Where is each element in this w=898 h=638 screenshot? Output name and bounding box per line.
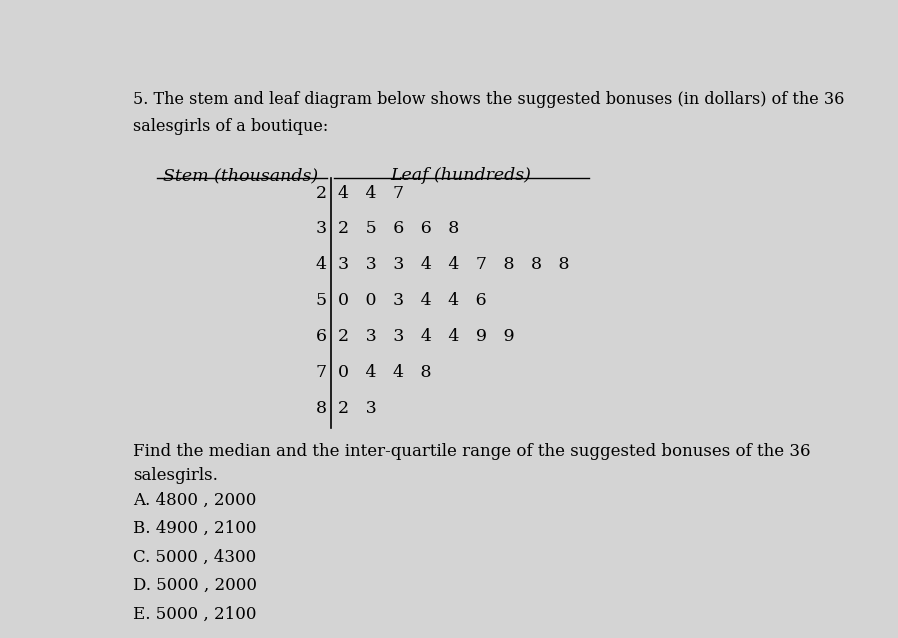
Text: B. 4900 , 2100: B. 4900 , 2100 bbox=[133, 520, 257, 537]
Text: A. 4800 , 2000: A. 4800 , 2000 bbox=[133, 492, 257, 508]
Text: 2   3   3   4   4   9   9: 2 3 3 4 4 9 9 bbox=[339, 328, 515, 345]
Text: salesgirls of a boutique:: salesgirls of a boutique: bbox=[133, 118, 329, 135]
Text: Leaf (hundreds): Leaf (hundreds) bbox=[390, 167, 531, 184]
Text: 2   5   6   6   8: 2 5 6 6 8 bbox=[339, 221, 460, 237]
Text: Stem (thousands): Stem (thousands) bbox=[163, 167, 319, 184]
Text: 0   4   4   8: 0 4 4 8 bbox=[339, 364, 432, 381]
Text: 4: 4 bbox=[315, 256, 327, 273]
Text: 5: 5 bbox=[315, 292, 327, 309]
Text: 5. The stem and leaf diagram below shows the suggested bonuses (in dollars) of t: 5. The stem and leaf diagram below shows… bbox=[133, 91, 844, 108]
Text: 3: 3 bbox=[315, 221, 327, 237]
Text: 8: 8 bbox=[315, 400, 327, 417]
Text: 7: 7 bbox=[315, 364, 327, 381]
Text: E. 5000 , 2100: E. 5000 , 2100 bbox=[133, 605, 257, 623]
Text: D. 5000 , 2000: D. 5000 , 2000 bbox=[133, 577, 257, 594]
Text: 2: 2 bbox=[315, 184, 327, 202]
Text: 0   0   3   4   4   6: 0 0 3 4 4 6 bbox=[339, 292, 487, 309]
Text: 3   3   3   4   4   7   8   8   8: 3 3 3 4 4 7 8 8 8 bbox=[339, 256, 570, 273]
Text: 4   4   7: 4 4 7 bbox=[339, 184, 405, 202]
Text: Find the median and the inter-quartile range of the suggested bonuses of the 36: Find the median and the inter-quartile r… bbox=[133, 443, 811, 459]
Text: 2   3: 2 3 bbox=[339, 400, 377, 417]
Text: 6: 6 bbox=[315, 328, 327, 345]
Text: salesgirls.: salesgirls. bbox=[133, 467, 218, 484]
Text: C. 5000 , 4300: C. 5000 , 4300 bbox=[133, 549, 256, 566]
